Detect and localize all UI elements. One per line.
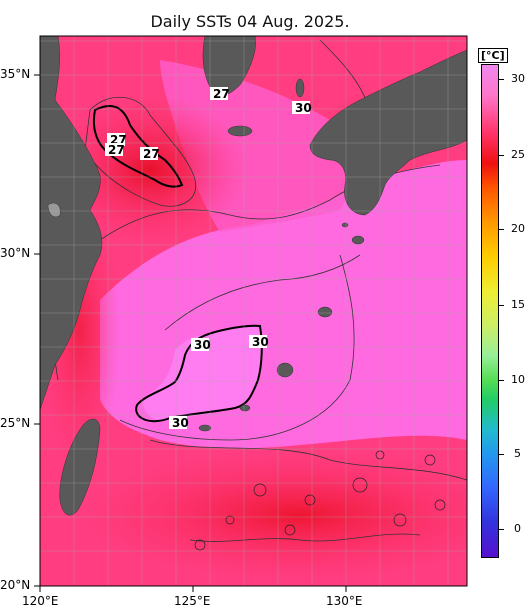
land-okinawa xyxy=(276,362,294,378)
land-tokara xyxy=(341,222,349,228)
colorbar-tick-15: 15 xyxy=(511,298,525,311)
colorbar-tick-20: 20 xyxy=(511,222,525,235)
graticule-minor xyxy=(40,36,467,586)
svg-text:30: 30 xyxy=(172,416,189,430)
contour-label-27-d: 27 xyxy=(210,87,230,101)
colorbar-tick-25: 25 xyxy=(511,148,525,161)
lon-label-130: 130°E xyxy=(326,594,363,608)
land-taiwan xyxy=(59,418,101,516)
contour-label-30-c: 30 xyxy=(249,335,269,349)
map-frame xyxy=(39,35,468,587)
colorbar-tick-mark xyxy=(499,380,504,381)
colorbar-tick-mark xyxy=(499,79,504,80)
land-yaeyama xyxy=(198,424,212,432)
colorbar-tick-mark xyxy=(499,155,504,156)
hot-east-china-sea xyxy=(55,95,245,245)
contour-30 xyxy=(135,324,263,423)
land-tsushima xyxy=(295,78,305,98)
svg-text:27: 27 xyxy=(143,147,160,161)
land-yangtze-islands xyxy=(47,202,61,218)
lat-label-25: 25°N xyxy=(0,416,31,430)
axis-ticks xyxy=(34,74,347,592)
svg-text:27: 27 xyxy=(213,87,230,101)
lat-label-35: 35°N xyxy=(0,67,31,81)
land-china xyxy=(40,36,103,411)
contour-label-27-c: 27 xyxy=(140,147,160,161)
map-title: Daily SSTs 04 Aug. 2025. xyxy=(150,12,350,31)
colorbar-tick-mark xyxy=(499,305,504,306)
south-blobs xyxy=(194,450,446,551)
colorbar-tick-mark xyxy=(499,529,504,530)
svg-text:30: 30 xyxy=(252,335,269,349)
core-region xyxy=(142,325,262,420)
contour-label-30-a: 30 xyxy=(292,101,312,115)
land-amami xyxy=(351,235,365,245)
colorbar-tick-mark xyxy=(499,229,504,230)
land-okinawa-north xyxy=(317,306,333,318)
colorbar xyxy=(481,64,499,558)
svg-text:30: 30 xyxy=(295,101,312,115)
lon-label-125: 125°E xyxy=(174,594,211,608)
hot-south-band xyxy=(80,450,467,580)
svg-text:27: 27 xyxy=(108,143,125,157)
colorbar-tick-10: 10 xyxy=(511,373,525,386)
land-miyako xyxy=(239,404,251,412)
colorbar-tick-mark xyxy=(499,454,504,455)
lat-label-20: 20°N xyxy=(0,578,31,592)
land-jeju xyxy=(227,125,253,137)
contour-label-30-b: 30 xyxy=(191,338,211,352)
lon-label-120: 120°E xyxy=(22,594,59,608)
svg-text:30: 30 xyxy=(194,338,211,352)
colorbar-tick-30: 30 xyxy=(511,72,525,85)
land xyxy=(40,36,467,516)
colorbar-tick-0: 0 xyxy=(514,522,521,535)
colorbar-unit: [°C] xyxy=(478,48,508,63)
contour-label-27-b: 27 xyxy=(105,143,125,157)
contour-label-30-d: 30 xyxy=(169,416,189,430)
land-japan xyxy=(309,49,467,216)
contour-labels: 27 27 27 27 30 30 30 30 xyxy=(105,87,312,430)
colorbar-tick-5: 5 xyxy=(514,447,521,460)
lat-label-30: 30°N xyxy=(0,246,31,260)
